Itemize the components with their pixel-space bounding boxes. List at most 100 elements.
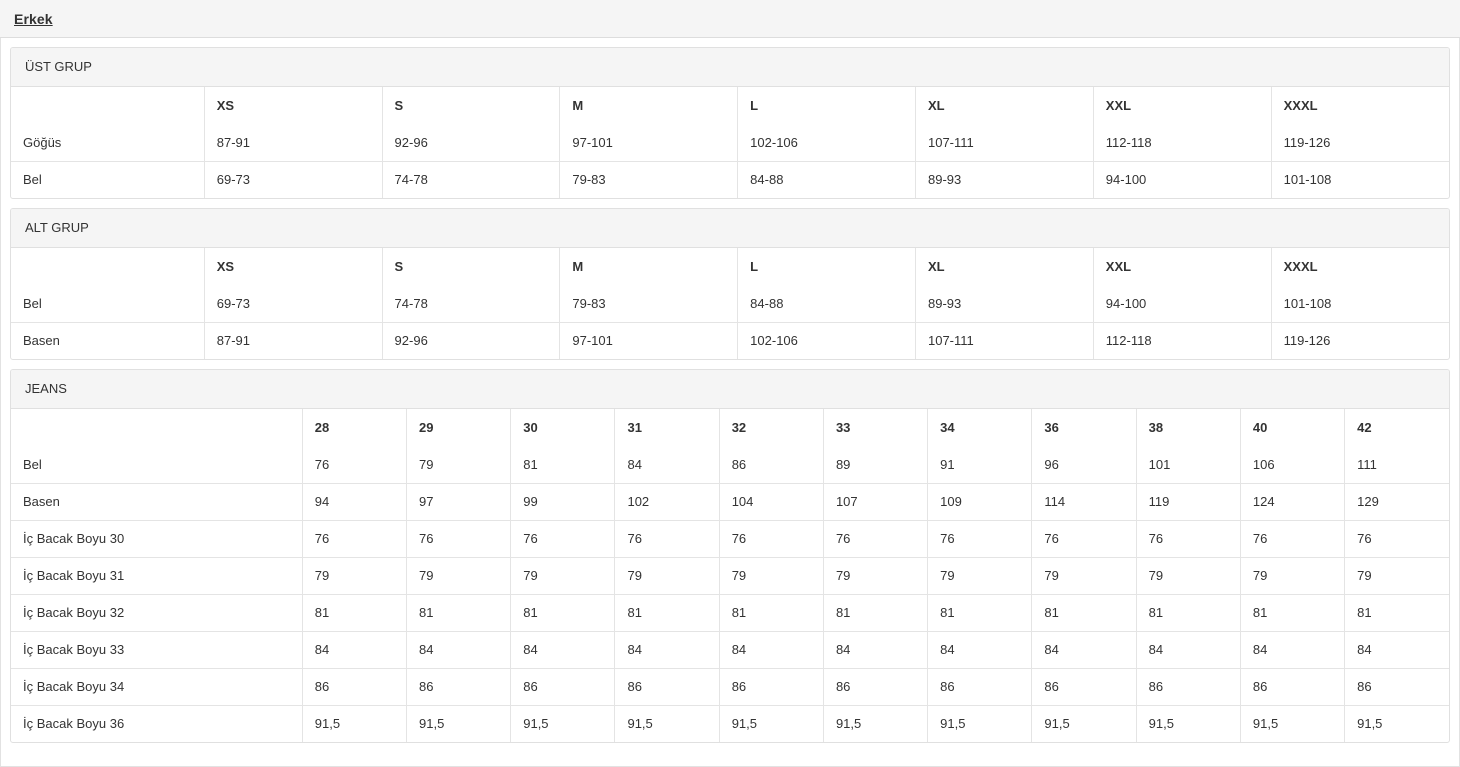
measurement-cell: 119-126 — [1271, 124, 1449, 162]
table-row: Bel 76 79 81 84 86 89 91 96 101 106 111 — [11, 446, 1449, 484]
measurement-cell: 76 — [302, 520, 408, 558]
measurement-cell: 76 — [1344, 520, 1449, 558]
column-header-s: S — [382, 248, 561, 285]
measurement-cell: 84 — [614, 631, 720, 669]
panel-ust-grup: ÜST GRUP XS S M L XL XXL XXXL — [10, 47, 1450, 199]
measurement-cell: 101 — [1136, 446, 1241, 484]
measurement-cell: 81 — [1240, 594, 1346, 632]
table-ust-grup: XS S M L XL XXL XXXL Göğüs 87-91 92-96 9… — [11, 87, 1449, 198]
measurement-cell: 91,5 — [1357, 716, 1383, 732]
table-row: İç Bacak Boyu 32 81 81 81 81 81 81 81 81… — [11, 594, 1449, 632]
measurement-cell: 91,5 — [823, 705, 929, 742]
measurement-cell: 76 — [614, 520, 720, 558]
size-chart-container: ÜST GRUP XS S M L XL XXL XXXL — [0, 38, 1460, 767]
table-jeans: 28 29 30 31 32 33 34 36 38 40 42 Bel 76 — [11, 409, 1449, 742]
column-header-m: M — [559, 87, 739, 124]
measurement-cell: 112-118 — [1093, 124, 1272, 162]
measurement-cell: 81 — [1031, 594, 1137, 632]
measurement-cell: 119 — [1136, 483, 1241, 521]
measurement-cell: 81 — [927, 594, 1033, 632]
measurement-cell: 91,5 — [719, 705, 824, 742]
measurement-cell: 86 — [1240, 668, 1346, 706]
measurement-cell: 104 — [719, 483, 824, 521]
column-header-blank — [11, 87, 205, 124]
panel-alt-grup: ALT GRUP XS S M L XL XXL XXXL — [10, 208, 1450, 360]
measurement-cell: 86 — [719, 446, 824, 484]
measurement-cell: 91,5 — [1031, 705, 1137, 742]
measurement-cell: 102-106 — [737, 124, 916, 162]
row-label: İç Bacak Boyu 34 — [11, 668, 303, 706]
measurement-cell: 96 — [1031, 446, 1137, 484]
column-header-30: 30 — [510, 409, 616, 446]
measurement-cell: 91 — [927, 446, 1033, 484]
measurement-cell: 94-100 — [1093, 285, 1272, 323]
column-header-28: 28 — [302, 409, 408, 446]
column-header-xl: XL — [915, 87, 1094, 124]
measurement-cell: 111 — [1344, 446, 1449, 484]
table-row: İç Bacak Boyu 36 91,5 91,5 91,5 91,5 91,… — [11, 705, 1449, 742]
column-header-xxl: XXL — [1093, 248, 1272, 285]
measurement-cell: 91,5 — [1240, 705, 1346, 742]
measurement-cell: 76 — [1031, 520, 1137, 558]
measurement-cell: 86 — [614, 668, 720, 706]
measurement-cell: 102 — [614, 483, 720, 521]
panel-title-jeans: JEANS — [11, 370, 1449, 409]
tab-bar: Erkek — [0, 0, 1460, 38]
measurement-cell: 129 — [1344, 483, 1449, 521]
measurement-cell: 92-96 — [382, 322, 561, 359]
measurement-cell: 69-73 — [204, 285, 383, 323]
measurement-cell: 79 — [1031, 557, 1137, 595]
measurement-cell: 81 — [719, 594, 824, 632]
measurement-cell: 89 — [823, 446, 929, 484]
measurement-cell: 76 — [927, 520, 1033, 558]
measurement-cell: 91,5 — [510, 705, 616, 742]
table-row: İç Bacak Boyu 33 84 84 84 84 84 84 84 84… — [11, 631, 1449, 669]
table-row: İç Bacak Boyu 34 86 86 86 86 86 86 86 86… — [11, 668, 1449, 706]
measurement-cell: 76 — [1240, 520, 1346, 558]
measurement-cell: 86 — [927, 668, 1033, 706]
measurement-cell: 86 — [719, 668, 824, 706]
measurement-cell: 86 — [510, 668, 616, 706]
measurement-cell: 97 — [406, 483, 512, 521]
measurement-cell: 119-126 — [1283, 333, 1331, 349]
measurement-cell: 84 — [302, 631, 408, 669]
measurement-cell: 86 — [1136, 668, 1241, 706]
column-header-xs: XS — [204, 87, 383, 124]
table-row: Göğüs 87-91 92-96 97-101 102-106 107-111… — [11, 124, 1449, 162]
panel-title-alt-grup: ALT GRUP — [11, 209, 1449, 248]
measurement-cell: 84 — [1031, 631, 1137, 669]
measurement-cell: 79-83 — [559, 285, 739, 323]
column-header-32: 32 — [719, 409, 824, 446]
measurement-cell: 81 — [614, 594, 720, 632]
row-label: Basen — [11, 483, 303, 521]
row-label: Basen — [11, 322, 205, 359]
column-header-xl: XL — [915, 248, 1094, 285]
column-header-blank — [11, 248, 205, 285]
measurement-cell: 84-88 — [737, 285, 916, 323]
measurement-cell: 89-93 — [915, 161, 1094, 198]
measurement-cell: 86 — [1344, 668, 1449, 706]
measurement-cell: 79 — [302, 557, 408, 595]
measurement-cell: 109 — [927, 483, 1033, 521]
measurement-cell: 114 — [1031, 483, 1137, 521]
measurement-cell: 81 — [1344, 594, 1449, 632]
measurement-cell: 81 — [510, 446, 616, 484]
measurement-cell: 102-106 — [737, 322, 916, 359]
row-label: Bel — [11, 161, 205, 198]
measurement-cell: 112-118 — [1093, 322, 1272, 359]
measurement-cell: 107 — [823, 483, 929, 521]
table-alt-grup: XS S M L XL XXL XXXL Bel 69-73 74-78 79-… — [11, 248, 1449, 359]
table-row: Bel 69-73 74-78 79-83 84-88 89-93 94-100… — [11, 161, 1449, 198]
jeans-table-body: Bel 76 79 81 84 86 89 91 96 101 106 111 … — [11, 446, 1449, 742]
measurement-cell: 107-111 — [915, 322, 1094, 359]
row-label: Bel — [11, 285, 205, 323]
table-row: İç Bacak Boyu 30 76 76 76 76 76 76 76 76… — [11, 520, 1449, 558]
column-header-s: S — [382, 87, 561, 124]
tab-erkek[interactable]: Erkek — [14, 10, 53, 27]
measurement-cell: 84 — [614, 446, 720, 484]
measurement-cell: 97-101 — [559, 322, 739, 359]
measurement-cell: 106 — [1240, 446, 1346, 484]
measurement-cell: 91,5 — [927, 705, 1033, 742]
measurement-cell: 87-91 — [204, 124, 383, 162]
measurement-cell: 97-101 — [559, 124, 739, 162]
